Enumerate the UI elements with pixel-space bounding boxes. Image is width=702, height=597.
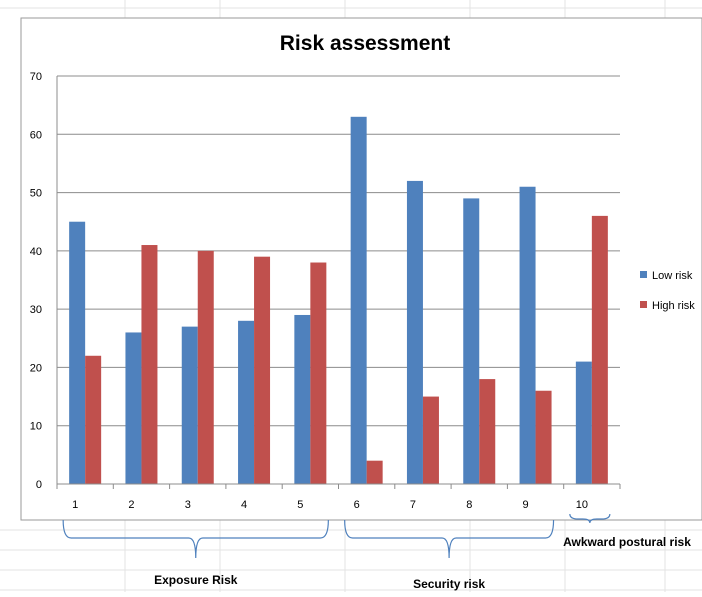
x-axis: 1 2 3 4 5 6 7 8 9 10 <box>56 483 621 511</box>
low-risk-bar <box>350 116 367 485</box>
legend-swatch <box>640 271 647 278</box>
group-label: Exposure Risk <box>154 573 238 587</box>
x-tick-label: 7 <box>410 499 416 511</box>
legend-label: High risk <box>652 300 695 312</box>
low-risk-bar <box>69 221 86 484</box>
low-risk-bar <box>463 198 480 484</box>
x-tick-label: 3 <box>185 499 191 511</box>
y-tick-label: 40 <box>30 246 42 258</box>
x-tick-label: 6 <box>354 499 360 511</box>
low-risk-bar <box>125 332 142 484</box>
high-risk-bar <box>85 355 102 484</box>
group-label: Security risk <box>413 577 485 591</box>
high-risk-bar <box>141 245 158 484</box>
y-tick-label: 70 <box>30 71 42 83</box>
x-tick-label: 10 <box>576 499 588 511</box>
legend: Low risk High risk <box>640 270 695 312</box>
bar-series <box>69 116 608 485</box>
x-tick-label: 1 <box>72 499 78 511</box>
low-risk-bar <box>238 320 255 484</box>
legend-swatch <box>640 301 647 308</box>
group-brace <box>569 513 611 524</box>
y-tick-label: 20 <box>30 362 42 374</box>
high-risk-bar <box>254 256 271 484</box>
x-tick-label: 5 <box>297 499 303 511</box>
high-risk-bar <box>591 215 608 484</box>
y-tick-label: 0 <box>36 479 42 491</box>
x-tick-label: 9 <box>522 499 528 511</box>
high-risk-bar <box>197 250 214 484</box>
y-axis-tick-labels: 0 10 20 30 40 50 60 70 <box>30 71 42 491</box>
high-risk-bar <box>366 460 383 484</box>
group-label: Awkward postural risk <box>563 535 691 549</box>
high-risk-bar <box>310 262 327 484</box>
group-braces: Exposure Risk Security risk Awkward postur… <box>62 513 691 591</box>
low-risk-bar <box>294 314 311 484</box>
high-risk-bar <box>535 390 552 484</box>
group-brace <box>344 519 555 559</box>
x-tick-label: 2 <box>128 499 134 511</box>
low-risk-bar <box>575 361 592 484</box>
y-tick-label: 10 <box>30 421 42 433</box>
low-risk-bar <box>406 180 423 484</box>
group-brace <box>62 519 329 559</box>
high-risk-bar <box>479 379 496 484</box>
legend-label: Low risk <box>652 270 693 282</box>
high-risk-bar <box>422 396 439 484</box>
y-tick-label: 50 <box>30 188 42 200</box>
chart-title: Risk assessment <box>280 32 450 55</box>
y-tick-label: 60 <box>30 129 42 141</box>
x-tick-label: 4 <box>241 499 247 511</box>
y-tick-label: 30 <box>30 304 42 316</box>
low-risk-bar <box>519 186 536 484</box>
low-risk-bar <box>181 326 198 484</box>
x-tick-label: 8 <box>466 499 472 511</box>
